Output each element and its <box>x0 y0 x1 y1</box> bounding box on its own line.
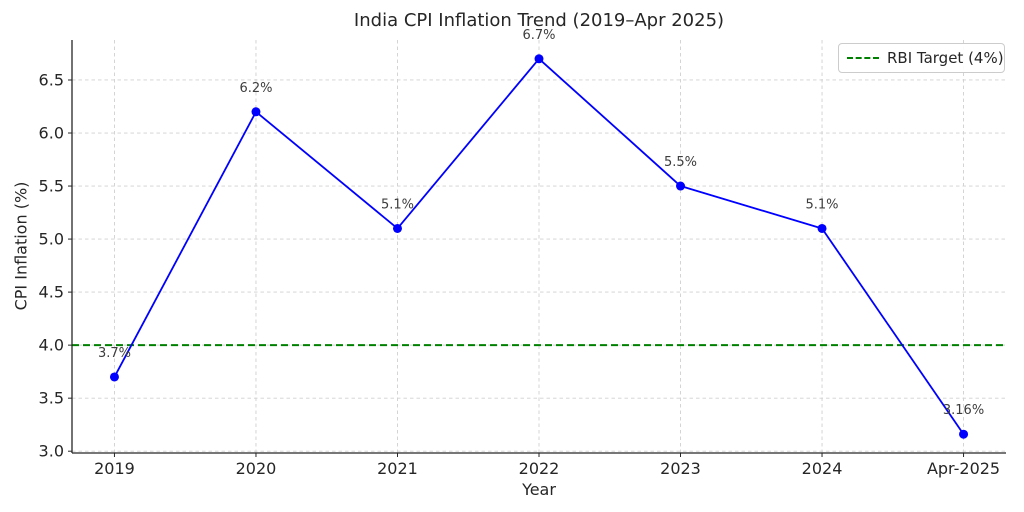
data-point-label: 3.16% <box>943 403 984 418</box>
x-tick-label: Apr-2025 <box>927 459 1000 478</box>
data-point-marker <box>959 429 969 439</box>
y-tick-label: 4.0 <box>39 336 64 355</box>
y-tick-label: 6.5 <box>39 70 64 89</box>
x-tick-label: 2019 <box>94 459 135 478</box>
y-tick-label: 3.5 <box>39 389 64 408</box>
cpi-trend-line <box>113 57 965 435</box>
x-tick-label: 2022 <box>519 459 560 478</box>
data-point-marker <box>676 181 686 191</box>
y-tick-label: 5.5 <box>39 177 64 196</box>
data-point-marker <box>251 107 261 117</box>
y-tick-label: 5.0 <box>39 230 64 249</box>
legend: RBI Target (4%) <box>838 43 1005 73</box>
data-point-label: 5.5% <box>664 155 697 170</box>
data-point-marker <box>392 223 402 233</box>
legend-label: RBI Target (4%) <box>887 49 1004 67</box>
data-point-marker <box>817 223 827 233</box>
data-point-marker <box>534 54 544 64</box>
x-tick-label: 2023 <box>660 459 701 478</box>
y-axis-label: CPI Inflation (%) <box>11 181 31 311</box>
y-tick-label: 4.5 <box>39 283 64 302</box>
x-tick-label: 2024 <box>802 459 843 478</box>
x-tick-label: 2020 <box>236 459 277 478</box>
data-point-label: 6.2% <box>239 81 272 96</box>
y-tick-label: 6.0 <box>39 124 64 143</box>
chart-title: India CPI Inflation Trend (2019–Apr 2025… <box>353 10 725 31</box>
x-axis-label: Year <box>522 480 556 499</box>
data-point-label: 5.1% <box>381 197 414 212</box>
data-point-label: 5.1% <box>806 197 839 212</box>
data-point-marker <box>109 372 119 382</box>
data-point-label: 6.7% <box>522 28 555 43</box>
data-point-label: 3.7% <box>98 346 131 361</box>
x-tick-label: 2021 <box>377 459 418 478</box>
legend-dashed-line-sample <box>847 57 879 59</box>
y-tick-label: 3.0 <box>39 442 64 461</box>
